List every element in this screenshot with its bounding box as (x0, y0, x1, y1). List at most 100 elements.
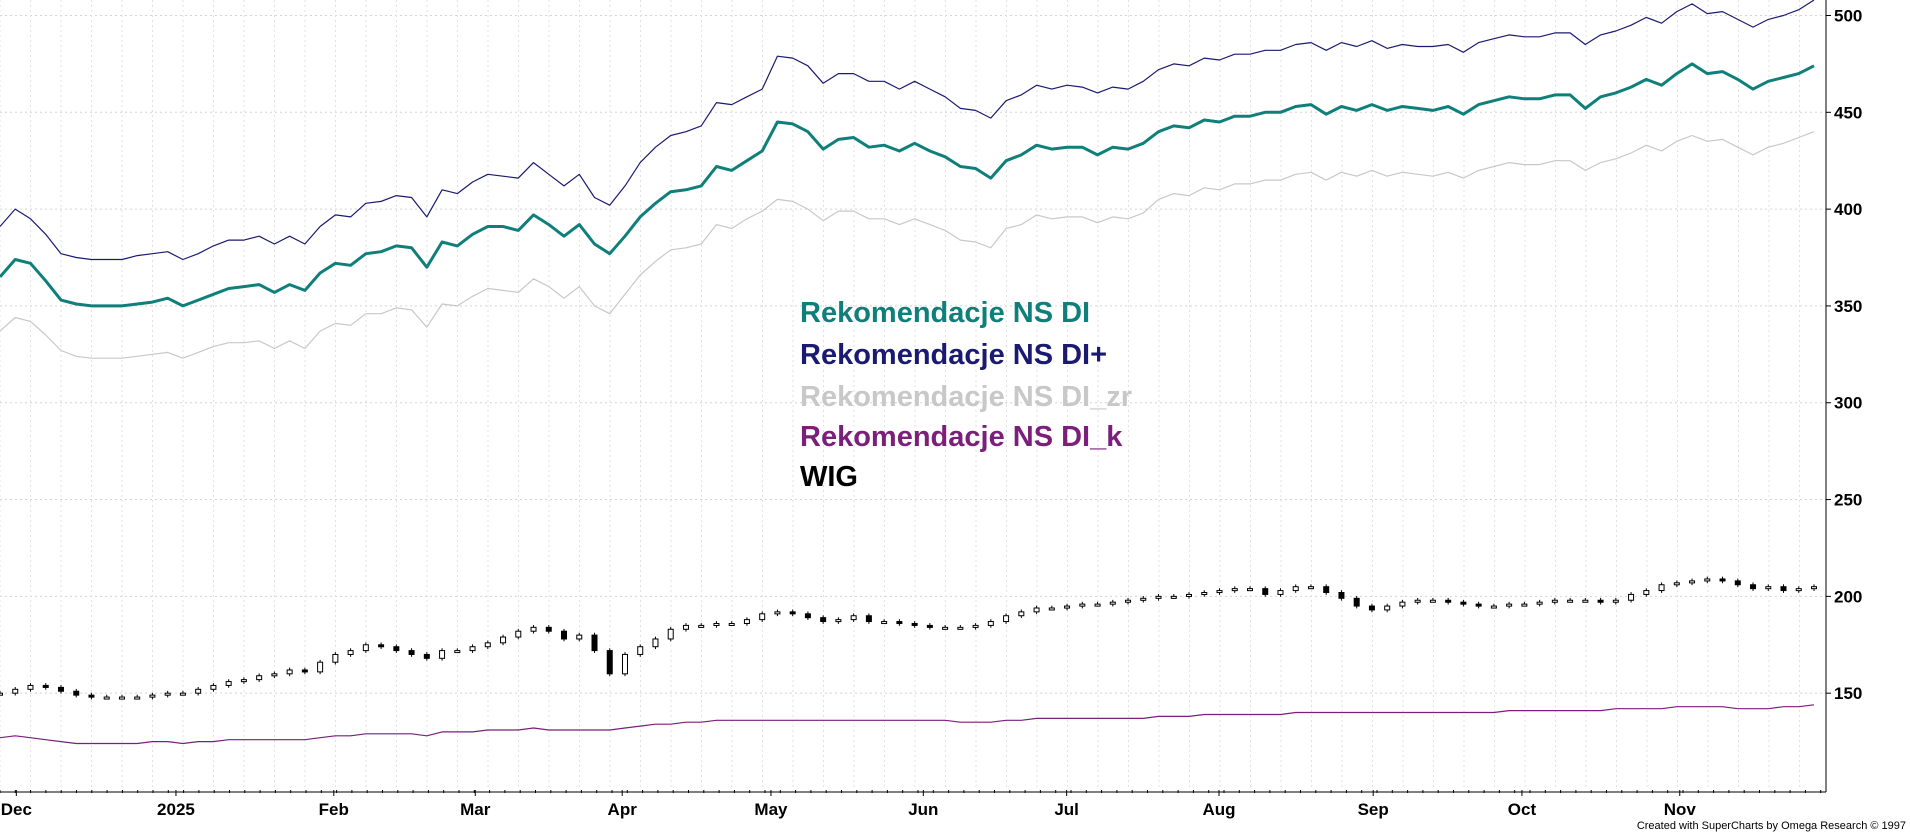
candle-body (1689, 580, 1696, 584)
y-tick-label: 500 (1834, 6, 1862, 25)
candle (682, 623, 689, 632)
candle-body (1628, 593, 1635, 601)
candle-body (1338, 592, 1345, 599)
candle-body (1155, 595, 1162, 599)
candle (1125, 597, 1132, 605)
candle (317, 659, 324, 675)
candle-body (1567, 599, 1574, 603)
candle-body (759, 613, 766, 621)
x-tick-label: Nov (1664, 800, 1697, 819)
candle (1201, 590, 1208, 597)
candle (301, 667, 308, 675)
series-line-1 (0, 0, 1815, 261)
candle (1567, 597, 1574, 603)
candle (1689, 578, 1696, 586)
candle (774, 609, 781, 617)
candle (332, 652, 339, 665)
candle (1079, 601, 1086, 609)
candle (561, 628, 568, 642)
x-tick-label: Mar (460, 800, 491, 819)
candle (1628, 592, 1635, 603)
x-axis: Dec 2025 Feb Mar Apr May Jun Jul Aug Sep Oct Nov (0, 790, 1822, 819)
candle-body (911, 622, 918, 626)
x-tick-label: Oct (1508, 800, 1537, 819)
candle (1414, 597, 1421, 605)
candle (408, 648, 415, 657)
candle (454, 648, 461, 654)
candle (1551, 597, 1558, 605)
candle (1094, 601, 1101, 607)
candle-body (0, 692, 3, 696)
candle (1246, 586, 1253, 592)
candle-body (987, 621, 994, 626)
candle (1399, 599, 1406, 609)
candle-body (1186, 593, 1193, 597)
candle-body (27, 684, 34, 690)
candle-body (1750, 584, 1757, 590)
candle-body (1734, 580, 1741, 586)
candle (667, 626, 674, 642)
candle (1612, 597, 1619, 605)
x-tick-label: Aug (1202, 800, 1235, 819)
candle (286, 667, 293, 677)
candle-body (1018, 611, 1025, 617)
candle (256, 673, 263, 682)
candle (637, 644, 644, 657)
candle (926, 623, 933, 630)
candle-body (134, 696, 141, 700)
candle (88, 692, 95, 700)
candle-body (1125, 599, 1132, 603)
candlestick-layer (0, 576, 1817, 700)
candle (789, 609, 796, 617)
candle (12, 686, 19, 696)
candle-body (500, 636, 507, 644)
candle (1216, 588, 1223, 595)
candle-body (1795, 588, 1802, 592)
candle (1064, 603, 1071, 611)
candle (271, 671, 278, 679)
candle-body (1079, 603, 1086, 607)
candle (576, 632, 583, 642)
candle (179, 690, 186, 696)
candle (347, 648, 354, 657)
candle-body (667, 628, 674, 640)
candle-body (1277, 590, 1284, 595)
candle (484, 640, 491, 650)
candle-body (225, 681, 232, 686)
candle (500, 634, 507, 646)
candle (759, 611, 766, 622)
candle-body (789, 611, 796, 615)
candle-body (1551, 599, 1558, 603)
candle (378, 642, 385, 650)
candle-body (1597, 599, 1604, 603)
candle (1445, 597, 1452, 605)
legend-label-di-plus: Rekomendacje NS DI+ (800, 339, 1107, 371)
candle (1719, 576, 1726, 584)
candle (1307, 584, 1314, 590)
candle (1734, 578, 1741, 588)
candle (820, 615, 827, 624)
candle-body (957, 626, 964, 630)
candle-body (317, 661, 324, 673)
candle-body (591, 634, 598, 652)
y-axis: 150 200 250 300 350 400 450 500 (1826, 6, 1862, 703)
candle-body (195, 688, 202, 694)
candle-body (865, 615, 872, 623)
legend: Rekomendacje NS DI Rekomendacje NS DI+ R… (800, 297, 1132, 493)
candle-body (1353, 597, 1360, 607)
candle (210, 683, 217, 692)
candle (0, 690, 3, 696)
candle-body (362, 644, 369, 652)
candle-body (652, 638, 659, 648)
candle (1262, 586, 1269, 597)
candle (896, 619, 903, 626)
candle-body (73, 690, 80, 696)
x-tick-label: Jun (908, 800, 938, 819)
candle-body (149, 694, 156, 698)
candle (225, 679, 232, 688)
candle (1186, 592, 1193, 599)
candle (1429, 597, 1436, 603)
y-tick-label: 450 (1834, 103, 1862, 122)
series-line-0 (0, 62, 1815, 308)
candle-body (698, 624, 705, 628)
